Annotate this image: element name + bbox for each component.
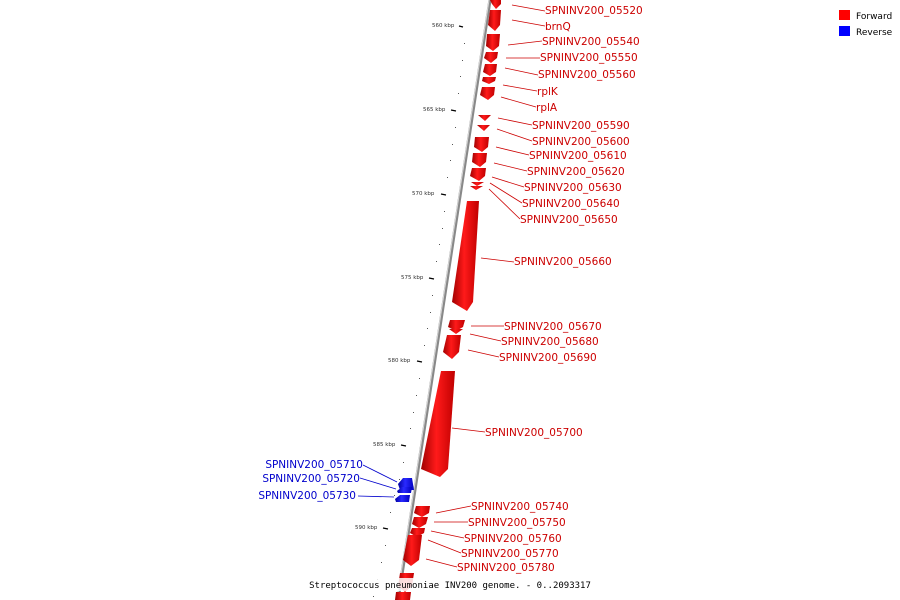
gene-arrow[interactable] <box>471 182 484 186</box>
gene-label[interactable]: rplA <box>536 102 558 114</box>
tick-label: 565 kbp <box>423 107 446 113</box>
gene-label[interactable]: SPNINV200_05620 <box>527 166 625 178</box>
tick-label: 575 kbp <box>401 275 424 281</box>
gene-label[interactable]: SPNINV200_05750 <box>468 517 566 529</box>
gene-label[interactable]: SPNINV200_05660 <box>514 256 612 268</box>
gene-label[interactable]: SPNINV200_05650 <box>520 214 618 226</box>
genome-caption: Streptococcus pneumoniae INV200 genome. … <box>309 581 591 591</box>
gene-label[interactable]: SPNINV200_05730 <box>258 490 356 502</box>
gene-label[interactable]: SPNINV200_05600 <box>532 136 630 148</box>
gene-arrow[interactable] <box>488 10 501 31</box>
gene-arrow[interactable] <box>452 201 479 311</box>
tick-580kbp: 580 kbp <box>388 358 423 364</box>
tick-label: 590 kbp <box>355 525 378 531</box>
gene-arrow[interactable] <box>421 371 455 477</box>
gene-label[interactable]: SPNINV200_05610 <box>529 150 627 162</box>
gene-arrow[interactable] <box>474 137 489 152</box>
gene-label[interactable]: SPNINV200_05710 <box>265 459 363 471</box>
gene-arrow[interactable] <box>448 320 465 331</box>
gene-features <box>395 0 501 600</box>
gene-arrow[interactable] <box>443 335 461 359</box>
tick-585kbp: 585 kbp <box>373 442 407 448</box>
gene-label[interactable]: SPNINV200_05520 <box>545 5 643 17</box>
gene-label[interactable]: SPNINV200_05630 <box>524 182 622 194</box>
gene-label[interactable]: brnQ <box>545 21 571 33</box>
gene-label[interactable]: SPNINV200_05770 <box>461 548 559 560</box>
gene-arrow[interactable] <box>397 487 412 493</box>
legend: Forward Reverse <box>839 10 893 38</box>
tick-575kbp: 575 kbp <box>401 275 435 281</box>
gene-label[interactable]: SPNINV200_05740 <box>471 501 569 513</box>
tick-565kbp: 565 kbp <box>423 107 457 113</box>
gene-label[interactable]: SPNINV200_05760 <box>464 533 562 545</box>
forward-label: Forward <box>856 12 892 22</box>
gene-arrow[interactable] <box>403 535 422 566</box>
tick-label: 585 kbp <box>373 442 396 448</box>
gene-label[interactable]: SPNINV200_05590 <box>532 120 630 132</box>
tick-570kbp: 570 kbp <box>412 191 447 197</box>
gene-arrow[interactable] <box>483 64 497 76</box>
tick-560kbp: 560 kbp <box>432 23 464 29</box>
tick-label: 560 kbp <box>432 23 455 29</box>
gene-arrow[interactable] <box>449 329 463 334</box>
gene-label[interactable]: SPNINV200_05560 <box>538 69 636 81</box>
reverse-swatch <box>839 26 850 36</box>
gene-arrow[interactable] <box>480 87 495 100</box>
gene-arrow[interactable] <box>472 153 487 167</box>
gene-label[interactable]: SPNINV200_05670 <box>504 321 602 333</box>
gene-arrow[interactable] <box>486 34 500 51</box>
gene-arrow[interactable] <box>395 592 411 600</box>
gene-label[interactable]: SPNINV200_05640 <box>522 198 620 210</box>
gene-arrow[interactable] <box>490 0 501 9</box>
position-ruler: 560 kbp 565 kbp 570 kbp 575 kbp 580 kbp … <box>355 23 465 597</box>
gene-arrow[interactable] <box>470 168 486 181</box>
gene-arrow[interactable] <box>395 495 410 502</box>
gene-label[interactable]: SPNINV200_05540 <box>542 36 640 48</box>
gene-label[interactable]: SPNINV200_05700 <box>485 427 583 439</box>
tick-label: 580 kbp <box>388 358 411 364</box>
gene-label[interactable]: SPNINV200_05550 <box>540 52 638 64</box>
leader-lines <box>357 4 546 568</box>
reverse-gene-features <box>395 478 414 502</box>
gene-label[interactable]: SPNINV200_05690 <box>499 352 597 364</box>
gene-labels: SPNINV200_05520 brnQ SPNINV200_05540 SPN… <box>258 5 642 574</box>
gene-arrow[interactable] <box>477 125 490 131</box>
forward-swatch <box>839 10 850 20</box>
tick-label: 570 kbp <box>412 191 435 197</box>
gene-arrow[interactable] <box>410 528 425 537</box>
reverse-label: Reverse <box>856 28 893 38</box>
gene-arrow[interactable] <box>470 186 483 190</box>
gene-arrow[interactable] <box>414 506 430 517</box>
gene-label[interactable]: SPNINV200_05720 <box>262 473 360 485</box>
genome-backbone <box>396 0 492 600</box>
gene-arrow[interactable] <box>482 77 496 84</box>
gene-arrow[interactable] <box>412 517 428 528</box>
gene-arrow[interactable] <box>478 115 491 121</box>
tick-590kbp: 590 kbp <box>355 525 389 531</box>
caption-group: Streptococcus pneumoniae INV200 genome. … <box>309 578 591 591</box>
gene-label[interactable]: SPNINV200_05680 <box>501 336 599 348</box>
gene-arrow[interactable] <box>484 52 498 63</box>
gene-label[interactable]: rplK <box>537 86 559 98</box>
gene-label[interactable]: SPNINV200_05780 <box>457 562 555 574</box>
